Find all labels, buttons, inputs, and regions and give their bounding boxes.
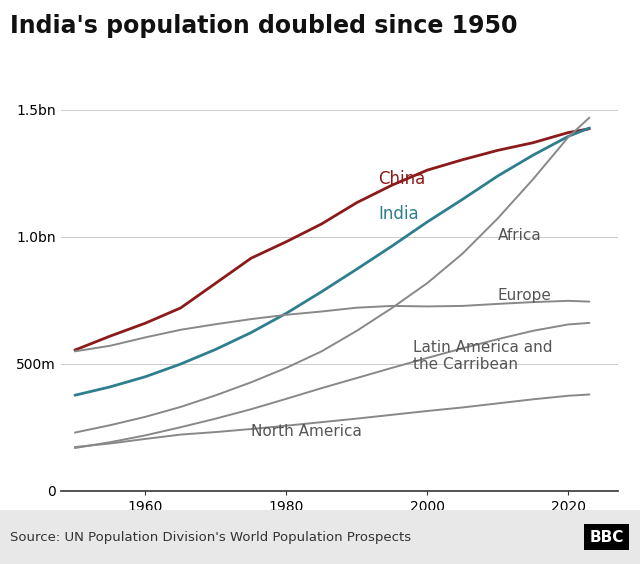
Text: China: China <box>378 170 425 187</box>
Text: North America: North America <box>251 424 362 439</box>
Text: India: India <box>378 205 419 223</box>
Text: Source: UN Population Division's World Population Prospects: Source: UN Population Division's World P… <box>10 531 411 544</box>
Text: Europe: Europe <box>498 288 552 303</box>
Text: Latin America and
the Carribean: Latin America and the Carribean <box>413 340 553 372</box>
Text: India's population doubled since 1950: India's population doubled since 1950 <box>10 14 517 38</box>
Text: BBC: BBC <box>589 530 624 545</box>
Text: Africa: Africa <box>498 228 541 243</box>
